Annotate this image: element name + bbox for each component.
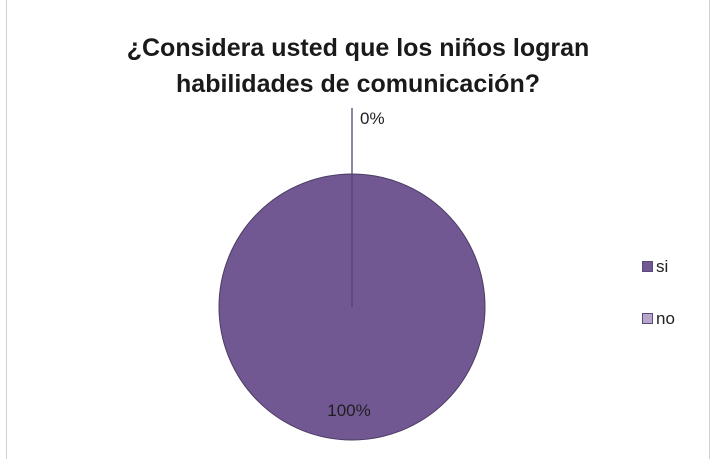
chart-area	[6, 0, 710, 459]
data-label-no: 0%	[360, 109, 385, 128]
data-label-si: 100%	[327, 401, 370, 420]
chart-title-line-1: ¿Considera usted que los niños logran	[126, 34, 590, 62]
legend-label-no: no	[656, 309, 675, 328]
legend-swatch-si	[642, 261, 653, 272]
legend-swatch-no	[642, 313, 653, 324]
legend-label-si: si	[656, 257, 669, 276]
chart-title-line-2: habilidades de comunicación?	[176, 70, 540, 98]
chart-title: ¿Considera usted que los niños logran ha…	[0, 30, 716, 102]
